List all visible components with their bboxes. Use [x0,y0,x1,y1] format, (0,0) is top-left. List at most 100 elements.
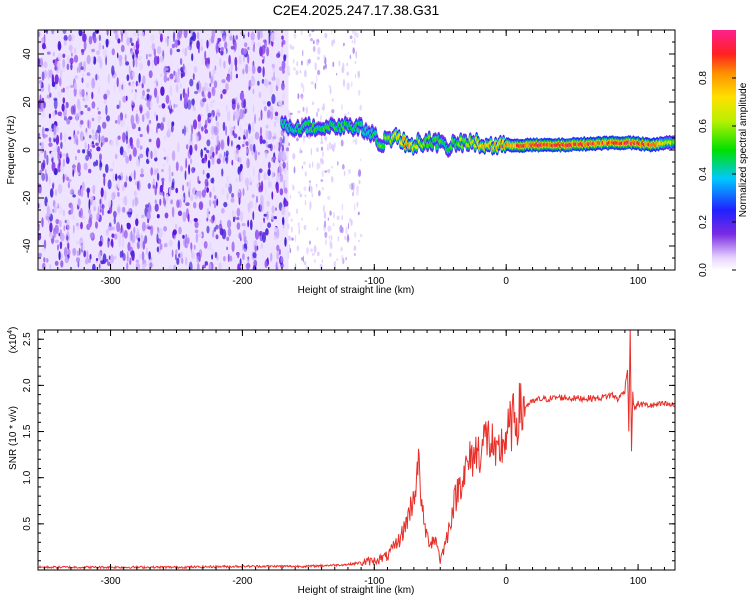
noise-speck [95,258,99,261]
noise-speck [119,227,122,234]
noise-speck [43,61,48,69]
noise-speck [215,115,218,122]
noise-speck [215,224,219,230]
noise-speck [70,63,73,71]
noise-speck [106,30,109,36]
noise-speck [229,255,233,262]
noise-speck [153,80,157,84]
noise-speck [92,144,96,149]
noise-speck [231,159,234,166]
faint-noise-speck [330,165,333,169]
faint-noise-speck [322,103,325,112]
faint-noise-speck [297,93,300,100]
noise-speck [242,68,245,75]
noise-speck [279,188,284,196]
noise-speck [154,199,157,204]
noise-speck [148,150,151,161]
noise-speck [54,84,57,90]
faint-noise-speck [309,240,311,245]
noise-speck [141,114,145,123]
faint-noise-speck [320,135,323,144]
noise-speck [74,75,79,79]
noise-speck [130,230,133,241]
noise-speck [231,193,235,198]
noise-speck [113,233,118,240]
noise-speck [147,183,151,189]
noise-speck [221,187,225,196]
ridge-cell [435,144,439,149]
noise-speck [235,35,238,40]
noise-speck [91,199,97,207]
faint-noise-speck [333,211,335,219]
noise-speck [225,157,228,162]
faint-noise-speck [311,193,314,198]
noise-speck [139,133,143,138]
noise-speck [206,39,209,49]
noise-speck [177,142,180,153]
noise-speck [176,199,180,208]
faint-noise-speck [357,211,360,216]
noise-speck [109,168,114,172]
snr-y-label: SNR (10 * v/v) [8,406,19,470]
noise-speck [159,184,164,193]
noise-speck [276,257,279,268]
noise-speck [248,200,254,209]
noise-speck [281,168,285,172]
noise-speck [48,176,51,186]
faint-noise-speck [294,234,297,243]
noise-speck [259,126,263,136]
noise-speck [235,178,239,183]
noise-speck [265,140,268,148]
noise-speck [277,99,282,106]
noise-speck [163,243,168,248]
noise-speck [216,198,219,207]
faint-noise-speck [309,180,311,183]
noise-speck [254,245,257,253]
noise-speck [239,124,242,132]
noise-speck [113,210,117,218]
noise-speck [150,33,155,43]
noise-speck [156,122,161,129]
faint-noise-speck [336,215,340,221]
noise-speck [212,151,215,158]
noise-speck [148,119,152,124]
noise-speck [78,30,83,37]
noise-speck [122,132,126,143]
noise-speck [195,233,199,243]
faint-noise-speck [302,106,305,112]
noise-speck [228,54,231,65]
noise-speck [41,173,46,181]
noise-speck [62,53,66,58]
faint-noise-speck [314,62,317,71]
noise-speck [188,164,191,175]
faint-noise-speck [291,45,295,50]
noise-speck [207,159,211,169]
noise-speck [135,158,140,168]
noise-speck [120,44,125,53]
snr-y-tick-label: 1.5 [22,424,33,438]
noise-speck [258,91,262,98]
noise-speck [258,168,263,173]
noise-speck [83,60,86,72]
noise-speck [221,229,227,240]
noise-speck [102,45,105,50]
noise-speck [139,106,143,114]
noise-speck [165,193,169,203]
noise-speck [53,124,57,136]
noise-speck [215,234,219,240]
noise-speck [44,97,47,102]
noise-speck [143,262,148,267]
noise-speck [156,214,160,219]
noise-speck [100,142,103,148]
noise-speck [48,69,53,78]
noise-speck [180,165,183,172]
noise-speck [196,252,201,260]
noise-speck [55,203,59,207]
noise-speck [38,132,41,138]
noise-speck [253,129,256,133]
noise-speck [196,82,200,91]
faint-noise-speck [332,61,335,68]
faint-noise-speck [345,226,348,235]
noise-speck [271,171,274,179]
